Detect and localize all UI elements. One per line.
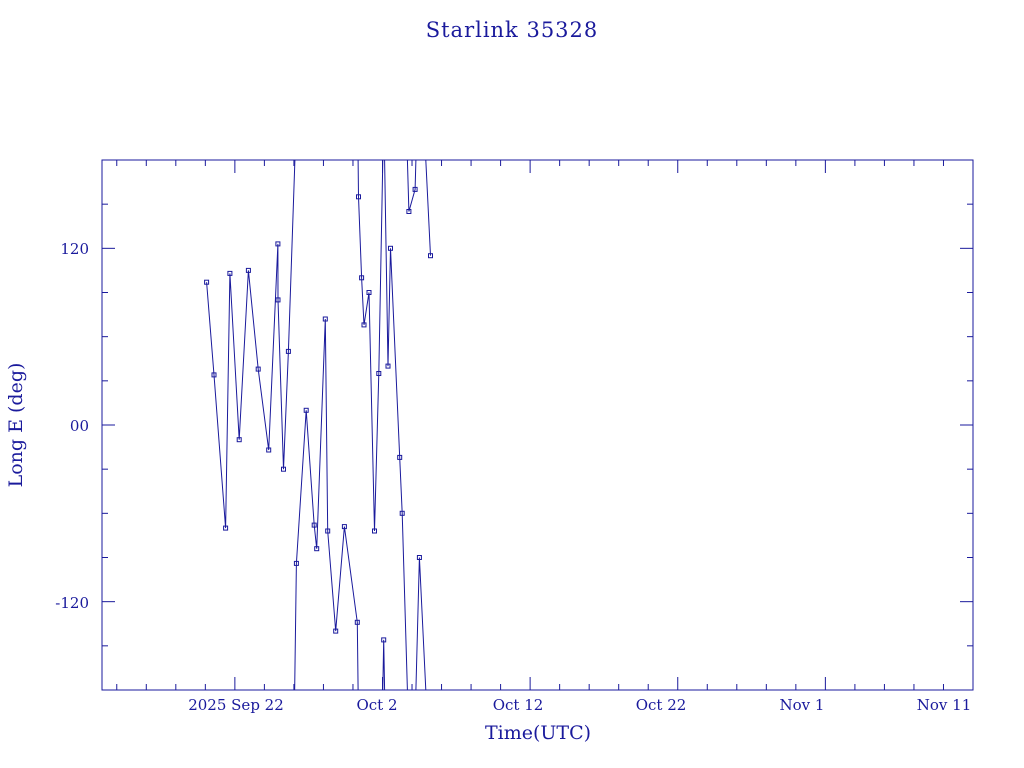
data-point <box>204 279 210 285</box>
data-point <box>223 525 229 531</box>
data-point <box>325 528 331 534</box>
data-point <box>359 275 365 281</box>
data-point <box>311 522 317 528</box>
data-point <box>303 407 309 413</box>
x-tick-label: Nov 1 <box>780 696 825 714</box>
data-point <box>354 619 360 625</box>
x-tick-label: Oct 2 <box>356 696 397 714</box>
series-line <box>206 160 431 690</box>
data-point <box>376 371 382 376</box>
data-point <box>361 322 367 328</box>
y-tick-label: -120 <box>55 594 89 612</box>
y-tick-label: 120 <box>60 240 89 258</box>
data-point <box>266 447 272 453</box>
data-point <box>275 241 281 247</box>
series-group <box>204 160 433 690</box>
y-tick-label: 00 <box>70 417 89 435</box>
x-tick-label: Oct 22 <box>636 696 687 714</box>
plot-frame <box>101 159 974 691</box>
data-point <box>236 437 242 443</box>
data-point <box>245 267 251 273</box>
data-point <box>385 363 391 369</box>
chart-title: Starlink 35328 <box>426 18 599 42</box>
data-point <box>366 290 372 295</box>
data-point <box>211 372 217 378</box>
data-point <box>388 245 393 251</box>
data-point <box>399 510 405 516</box>
x-tick-label: Nov 11 <box>917 696 972 714</box>
data-point <box>356 194 361 200</box>
data-point <box>406 209 412 214</box>
data-point <box>372 528 377 534</box>
data-point <box>341 524 347 530</box>
x-tick-label: Oct 12 <box>493 696 544 714</box>
data-point <box>397 454 403 460</box>
data-point <box>275 297 281 303</box>
x-axis-title: Time(UTC) <box>485 722 591 744</box>
data-point <box>293 560 299 566</box>
data-point <box>428 253 433 259</box>
data-point <box>322 316 328 322</box>
data-point <box>285 348 291 354</box>
data-point <box>227 270 233 276</box>
data-point <box>314 546 320 552</box>
data-point <box>255 366 261 372</box>
axis-ticks <box>102 159 974 691</box>
data-point <box>281 466 286 472</box>
x-tick-label: 2025 Sep 22 <box>188 696 284 714</box>
y-axis-title: Long E (deg) <box>5 363 27 488</box>
data-point <box>412 186 418 192</box>
data-point <box>333 628 339 634</box>
data-point <box>381 637 387 643</box>
data-point <box>416 555 422 560</box>
